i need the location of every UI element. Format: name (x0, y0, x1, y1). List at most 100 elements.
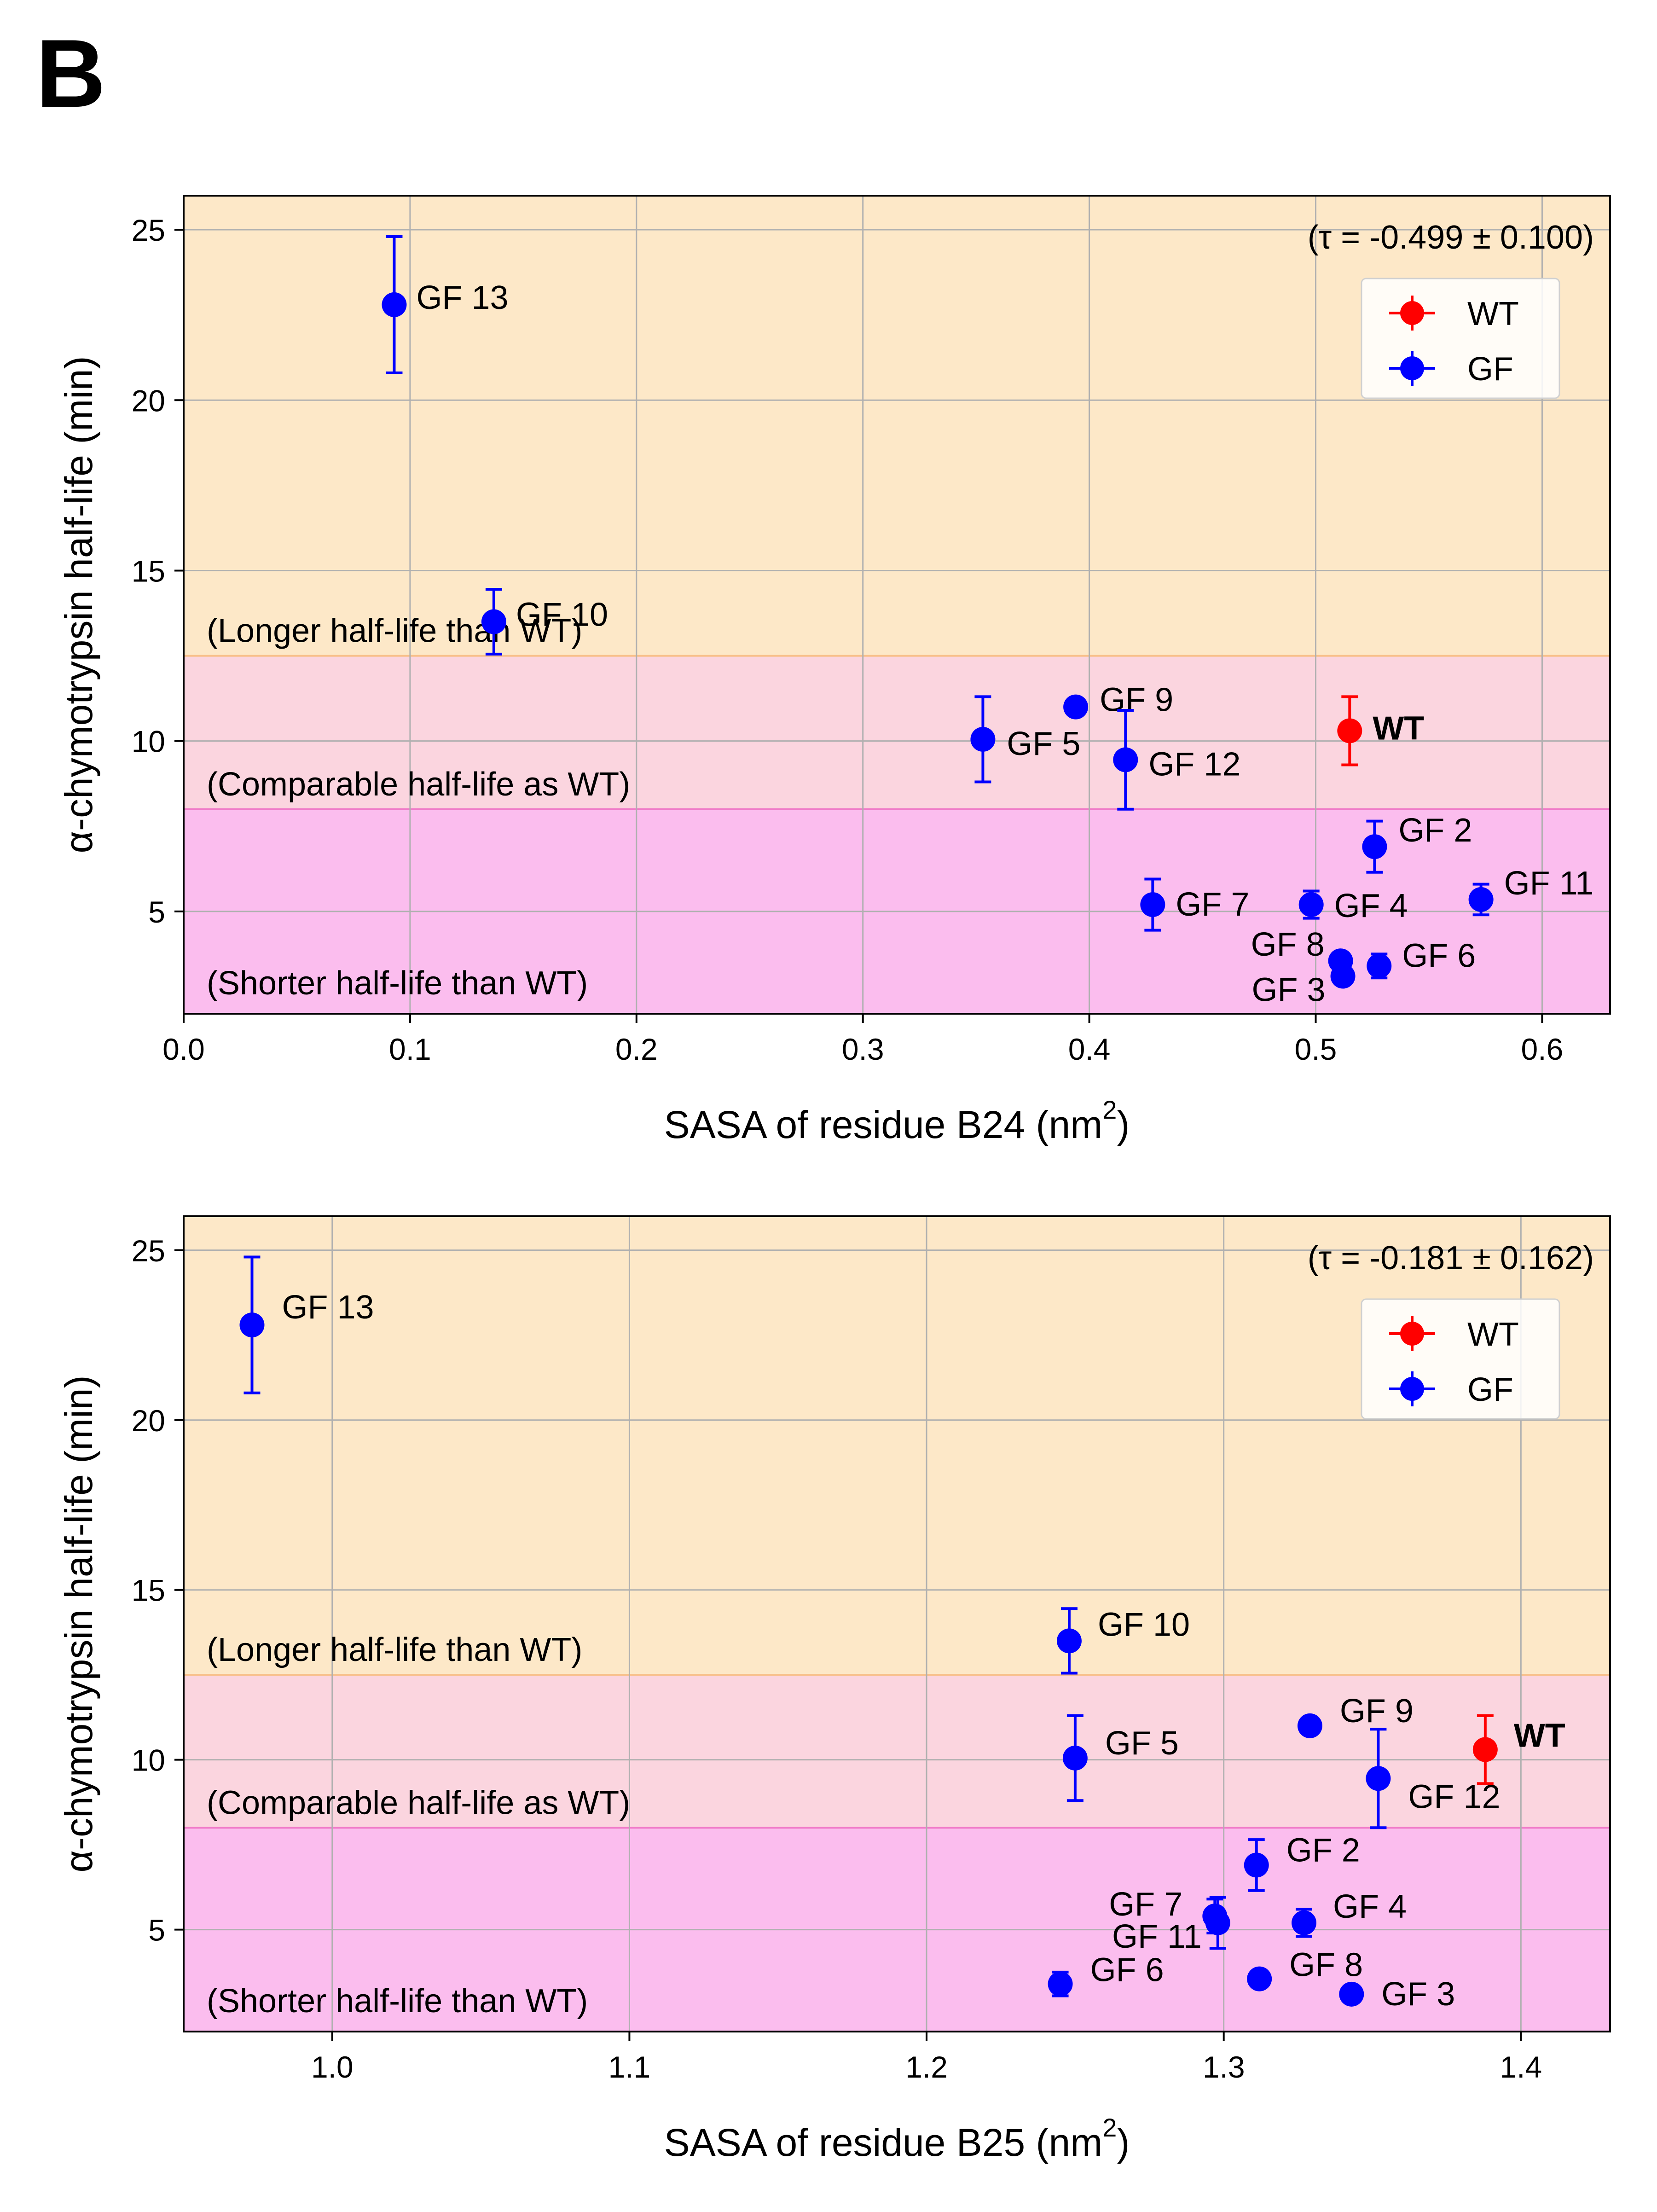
data-point-gf-3 (1330, 964, 1356, 989)
x-tick-label: 0.2 (615, 1032, 658, 1066)
y-tick-label: 25 (132, 1234, 165, 1268)
legend-marker-gf (1400, 356, 1424, 380)
data-point-gf-4 (1298, 892, 1324, 917)
data-label-wt: WT (1373, 710, 1424, 747)
data-label-gf-7: GF 7 (1109, 1886, 1182, 1923)
legend-marker-wt (1400, 1322, 1424, 1346)
chart-panel-2: (Longer half-life than WT) (Comparable ha… (57, 1215, 1611, 2164)
band-longer (184, 196, 1610, 656)
band-label-comparable: (Comparable half-life as WT) (207, 1784, 630, 1821)
tau-annotation: (τ = -0.499 ± 0.100) (1308, 219, 1594, 256)
data-point-gf-6 (1367, 953, 1392, 979)
y-tick-label: 5 (148, 1913, 165, 1947)
x-tick-label: 0.4 (1068, 1032, 1111, 1066)
data-point-gf-2 (1362, 834, 1387, 859)
data-point-gf-12 (1113, 747, 1138, 772)
data-point-gf-10 (481, 609, 506, 634)
band-label-comparable: (Comparable half-life as WT) (207, 766, 630, 803)
plot-frame (183, 195, 1611, 1015)
band-comparable (184, 656, 1610, 809)
x-axis-label: SASA of residue B24 (nm2) (664, 1095, 1130, 1146)
data-label-gf-9: GF 9 (1340, 1693, 1414, 1730)
data-label-gf-5: GF 5 (1007, 726, 1080, 762)
data-point-gf-4 (1292, 1910, 1317, 1935)
data-label-gf-2: GF 2 (1398, 812, 1472, 849)
band-label-shorter: (Shorter half-life than WT) (207, 965, 588, 1002)
data-label-gf-6: GF 6 (1090, 1952, 1164, 1989)
data-point-gf-11 (1468, 887, 1494, 912)
legend-marker-wt (1400, 301, 1424, 325)
band-longer (184, 1216, 1610, 1675)
data-point-gf-10 (1056, 1628, 1082, 1654)
tau-annotation: (τ = -0.181 ± 0.162) (1308, 1240, 1594, 1277)
y-tick-label: 20 (132, 383, 165, 418)
legend-label-gf: GF (1467, 351, 1513, 388)
x-tick-label: 1.2 (905, 2050, 948, 2084)
band-label-shorter: (Shorter half-life than WT) (207, 1983, 588, 2020)
y-tick-label: 5 (148, 895, 165, 929)
data-label-gf-8: GF 8 (1289, 1947, 1363, 1984)
chart-panel-1: (Longer half-life than WT) (Comparable ha… (57, 195, 1611, 1146)
data-label-gf-5: GF 5 (1105, 1725, 1179, 1762)
x-tick-label: 0.3 (842, 1032, 884, 1066)
data-label-gf-13: GF 13 (282, 1289, 374, 1326)
legend-label-wt: WT (1467, 296, 1519, 332)
data-point-gf-3 (1339, 1981, 1364, 2007)
x-axis-label: SASA of residue B25 (nm2) (664, 2113, 1130, 2164)
data-label-gf-6: GF 6 (1402, 937, 1476, 974)
legend-marker-gf (1400, 1377, 1424, 1401)
x-tick-label: 1.4 (1500, 2050, 1542, 2084)
panel-label: B (36, 19, 106, 128)
y-axis-label: α-chymotrypsin half-life (min) (57, 1375, 100, 1872)
y-tick-label: 10 (132, 725, 165, 759)
y-tick-label: 10 (132, 1743, 165, 1777)
data-point-gf-11 (1205, 1910, 1230, 1935)
band-label-longer: (Longer half-life than WT) (207, 1631, 582, 1668)
y-tick-label: 20 (132, 1404, 165, 1438)
data-label-gf-3: GF 3 (1252, 972, 1326, 1009)
legend-box (1361, 1298, 1560, 1420)
data-label-wt: WT (1514, 1718, 1565, 1754)
y-tick-label: 15 (132, 1573, 165, 1608)
legend-box (1361, 278, 1560, 399)
data-point-gf-2 (1244, 1852, 1269, 1878)
legend-label-gf: GF (1467, 1371, 1513, 1408)
data-label-gf-13: GF 13 (416, 279, 508, 316)
data-label-gf-10: GF 10 (516, 597, 608, 633)
data-label-gf-10: GF 10 (1098, 1606, 1190, 1643)
y-axis-label: α-chymotrypsin half-life (min) (57, 356, 100, 853)
data-label-gf-4: GF 4 (1333, 1888, 1407, 1925)
x-tick-label: 0.5 (1295, 1032, 1337, 1066)
data-point-gf-5 (970, 726, 996, 752)
data-point-gf-9 (1297, 1713, 1322, 1738)
data-point-gf-7 (1140, 892, 1165, 917)
data-point-gf-12 (1366, 1766, 1391, 1791)
data-label-gf-12: GF 12 (1148, 746, 1240, 783)
x-tick-label: 1.1 (608, 2050, 651, 2084)
data-label-gf-2: GF 2 (1286, 1832, 1360, 1869)
data-label-gf-4: GF 4 (1334, 888, 1408, 924)
data-point-gf-13 (239, 1312, 265, 1338)
data-label-gf-9: GF 9 (1100, 682, 1173, 719)
data-label-gf-11: GF 11 (1112, 1918, 1202, 1955)
plot-frame (183, 1215, 1611, 2032)
band-label-longer: (Longer half-life than WT) (207, 613, 582, 650)
data-point-gf-5 (1062, 1745, 1088, 1771)
data-point-gf-6 (1048, 1971, 1073, 1997)
data-point-gf-13 (382, 292, 407, 317)
data-label-gf-7: GF 7 (1176, 886, 1249, 923)
data-label-gf-8: GF 8 (1251, 926, 1325, 963)
y-tick-label: 15 (132, 554, 165, 588)
data-label-gf-3: GF 3 (1381, 1976, 1455, 2013)
x-tick-label: 0.1 (389, 1032, 431, 1066)
data-point-wt (1472, 1737, 1498, 1762)
data-point-gf-8 (1247, 1966, 1272, 1991)
data-point-wt (1337, 718, 1362, 743)
data-label-gf-11: GF 11 (1504, 865, 1594, 902)
x-tick-label: 0.6 (1521, 1032, 1564, 1066)
y-tick-label: 25 (132, 213, 165, 247)
x-tick-label: 0.0 (162, 1032, 205, 1066)
legend-label-wt: WT (1467, 1316, 1519, 1353)
